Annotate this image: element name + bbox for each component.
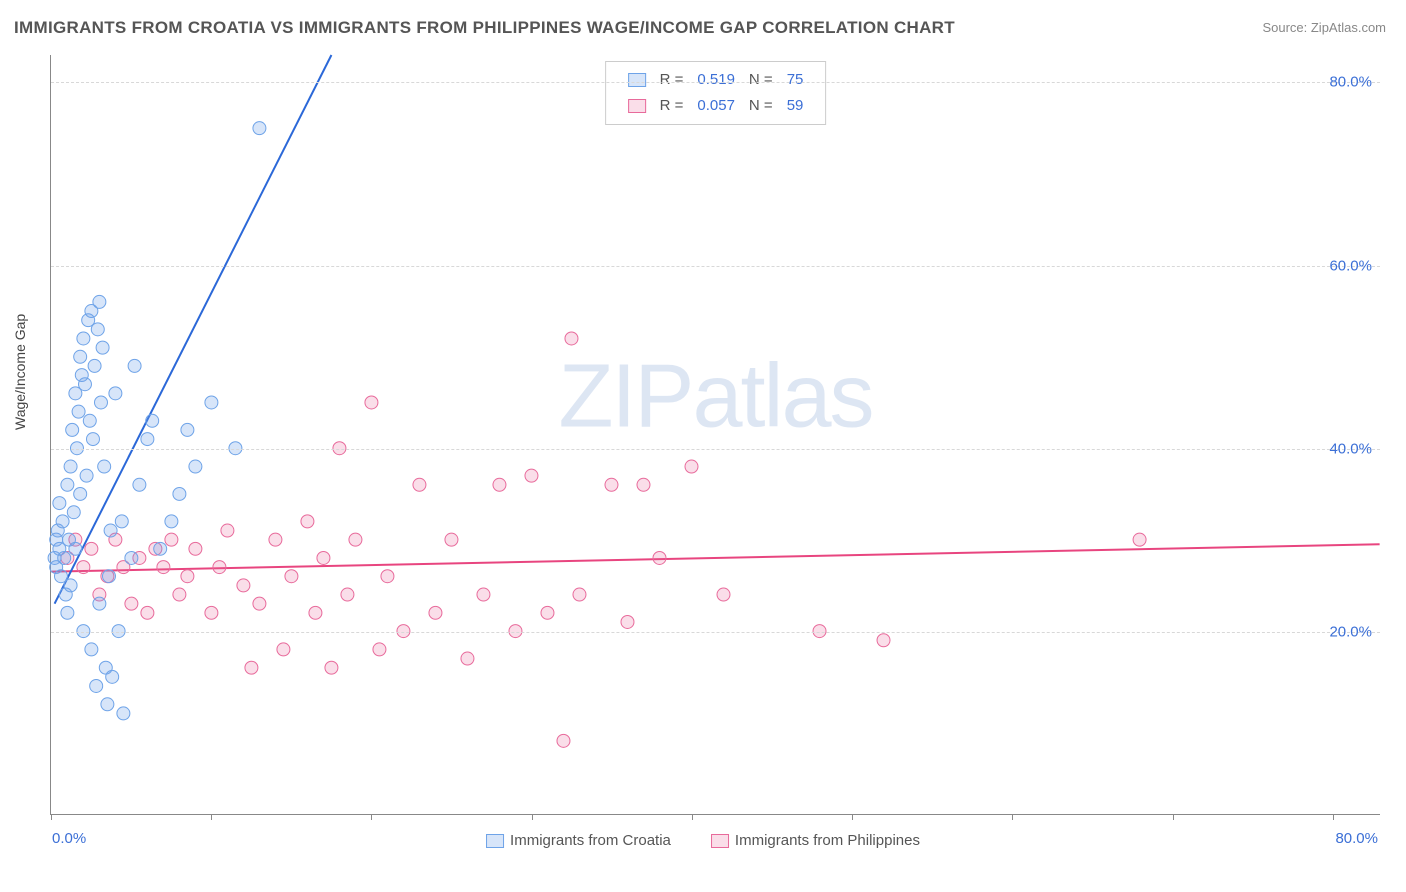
legend-row-b: R = 0.057 N = 59 <box>622 94 810 118</box>
y-tick-label: 80.0% <box>1329 74 1372 91</box>
x-label-min: 0.0% <box>52 830 86 847</box>
legend-row-a: R = 0.519 N = 75 <box>622 68 810 92</box>
plot-area: R = 0.519 N = 75 R = 0.057 N = 59 ZIPatl… <box>50 55 1380 815</box>
legend-stats: R = 0.519 N = 75 R = 0.057 N = 59 <box>605 61 827 125</box>
swatch-b-bottom <box>711 834 729 848</box>
swatch-a-bottom <box>486 834 504 848</box>
y-tick-label: 40.0% <box>1329 440 1372 457</box>
legend-series: Immigrants from Croatia Immigrants from … <box>486 832 920 849</box>
source-label: Source: ZipAtlas.com <box>1262 20 1386 35</box>
y-axis-label: Wage/Income Gap <box>12 314 28 430</box>
swatch-b <box>628 99 646 113</box>
scatter-svg <box>51 55 1380 814</box>
y-tick-label: 60.0% <box>1329 257 1372 274</box>
legend-series-a: Immigrants from Croatia <box>486 832 671 849</box>
swatch-a <box>628 73 646 87</box>
y-tick-label: 20.0% <box>1329 623 1372 640</box>
chart-container: IMMIGRANTS FROM CROATIA VS IMMIGRANTS FR… <box>0 0 1406 892</box>
chart-title: IMMIGRANTS FROM CROATIA VS IMMIGRANTS FR… <box>14 18 955 38</box>
x-label-max: 80.0% <box>1335 830 1378 847</box>
legend-series-b: Immigrants from Philippines <box>711 832 920 849</box>
